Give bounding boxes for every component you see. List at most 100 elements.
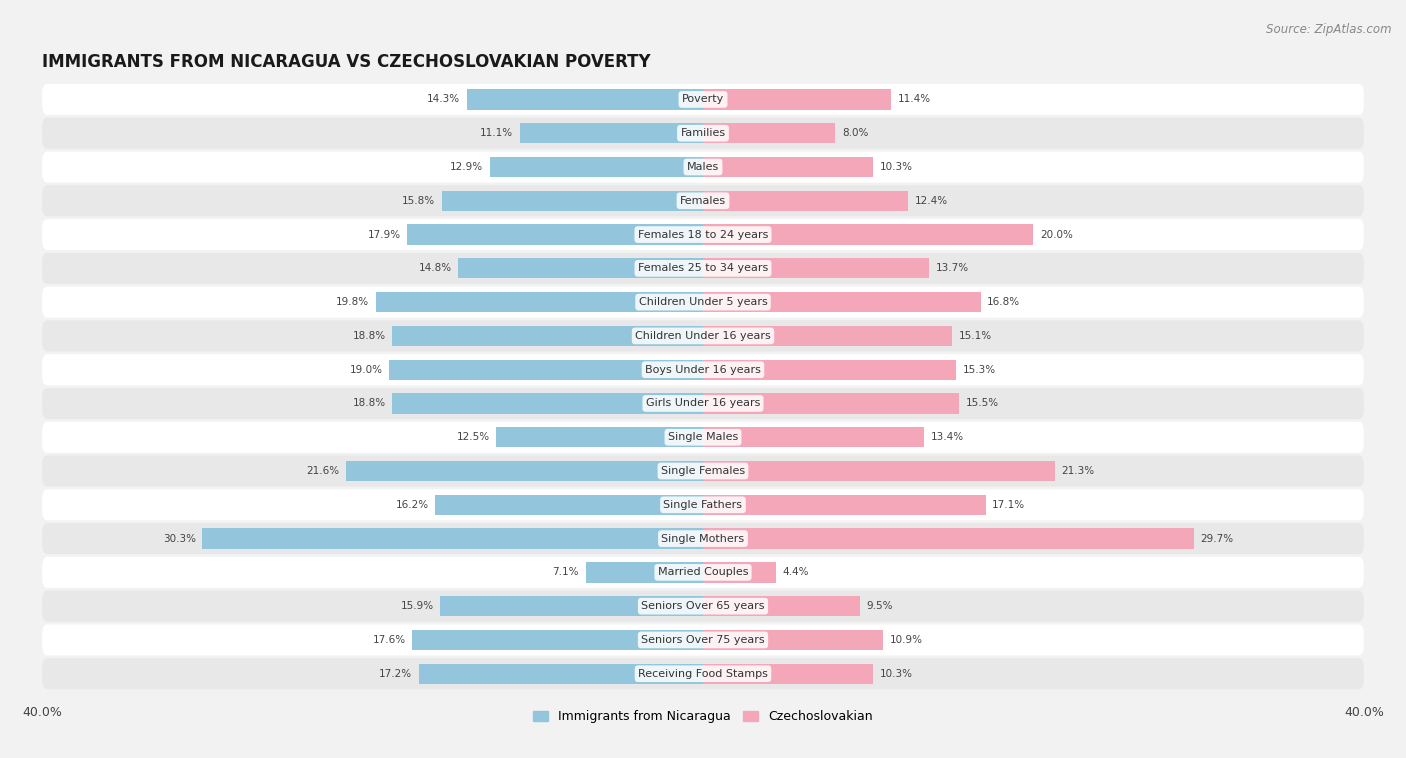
Text: 12.9%: 12.9% [450,162,484,172]
Bar [375,292,703,312]
Bar [419,663,703,684]
Text: Seniors Over 65 years: Seniors Over 65 years [641,601,765,611]
FancyBboxPatch shape [42,658,1364,689]
Bar [703,630,883,650]
FancyBboxPatch shape [42,185,1364,216]
Text: 15.5%: 15.5% [966,399,998,409]
Text: Source: ZipAtlas.com: Source: ZipAtlas.com [1267,23,1392,36]
Text: 18.8%: 18.8% [353,331,385,341]
Text: 14.8%: 14.8% [419,263,451,274]
FancyBboxPatch shape [42,388,1364,419]
Text: 20.0%: 20.0% [1040,230,1073,240]
Bar [703,393,959,414]
Text: 15.3%: 15.3% [962,365,995,374]
Text: IMMIGRANTS FROM NICARAGUA VS CZECHOSLOVAKIAN POVERTY: IMMIGRANTS FROM NICARAGUA VS CZECHOSLOVA… [42,53,651,70]
Bar [703,596,860,616]
Text: 16.2%: 16.2% [395,500,429,510]
Bar [703,427,924,447]
Text: 13.7%: 13.7% [936,263,969,274]
FancyBboxPatch shape [42,84,1364,115]
Text: 15.1%: 15.1% [959,331,993,341]
Bar [703,258,929,278]
Bar [496,427,703,447]
Text: 9.5%: 9.5% [866,601,893,611]
Text: Girls Under 16 years: Girls Under 16 years [645,399,761,409]
Text: 10.9%: 10.9% [890,635,922,645]
Text: 8.0%: 8.0% [842,128,868,138]
Bar [703,224,1033,245]
FancyBboxPatch shape [42,354,1364,385]
Text: 17.6%: 17.6% [373,635,405,645]
Bar [389,359,703,380]
Text: Children Under 16 years: Children Under 16 years [636,331,770,341]
Text: 13.4%: 13.4% [931,432,965,442]
FancyBboxPatch shape [42,219,1364,250]
Text: 14.3%: 14.3% [427,95,460,105]
Bar [458,258,703,278]
FancyBboxPatch shape [42,117,1364,149]
Bar [392,393,703,414]
Bar [703,359,956,380]
Text: 15.8%: 15.8% [402,196,436,205]
Text: Receiving Food Stamps: Receiving Food Stamps [638,669,768,678]
Bar [703,461,1054,481]
Bar [703,191,908,211]
Bar [520,123,703,143]
Text: Married Couples: Married Couples [658,568,748,578]
Text: 7.1%: 7.1% [553,568,579,578]
Text: 10.3%: 10.3% [880,162,912,172]
Text: Single Fathers: Single Fathers [664,500,742,510]
Text: 19.8%: 19.8% [336,297,370,307]
Text: Females 18 to 24 years: Females 18 to 24 years [638,230,768,240]
Text: Children Under 5 years: Children Under 5 years [638,297,768,307]
Text: 17.9%: 17.9% [367,230,401,240]
FancyBboxPatch shape [42,287,1364,318]
Bar [412,630,703,650]
FancyBboxPatch shape [42,523,1364,554]
Text: 16.8%: 16.8% [987,297,1021,307]
Bar [703,157,873,177]
FancyBboxPatch shape [42,625,1364,656]
Text: 17.2%: 17.2% [380,669,412,678]
FancyBboxPatch shape [42,321,1364,352]
Text: 15.9%: 15.9% [401,601,433,611]
Text: Single Mothers: Single Mothers [661,534,745,543]
Text: 4.4%: 4.4% [782,568,808,578]
Text: 10.3%: 10.3% [880,669,912,678]
FancyBboxPatch shape [42,456,1364,487]
Text: Poverty: Poverty [682,95,724,105]
Text: Males: Males [688,162,718,172]
FancyBboxPatch shape [42,489,1364,520]
Text: 29.7%: 29.7% [1201,534,1233,543]
Text: 11.1%: 11.1% [479,128,513,138]
Text: Seniors Over 75 years: Seniors Over 75 years [641,635,765,645]
Bar [703,663,873,684]
Text: 19.0%: 19.0% [350,365,382,374]
Text: 17.1%: 17.1% [993,500,1025,510]
Bar [202,528,703,549]
Bar [703,528,1194,549]
Bar [441,191,703,211]
Bar [346,461,703,481]
Bar [703,89,891,110]
Text: Females 25 to 34 years: Females 25 to 34 years [638,263,768,274]
Text: Families: Families [681,128,725,138]
Bar [586,562,703,582]
FancyBboxPatch shape [42,590,1364,622]
Bar [489,157,703,177]
Bar [440,596,703,616]
Text: 18.8%: 18.8% [353,399,385,409]
Legend: Immigrants from Nicaragua, Czechoslovakian: Immigrants from Nicaragua, Czechoslovaki… [529,706,877,728]
Bar [703,292,980,312]
Text: Boys Under 16 years: Boys Under 16 years [645,365,761,374]
Bar [467,89,703,110]
Text: 21.6%: 21.6% [307,466,339,476]
Text: Single Females: Single Females [661,466,745,476]
Bar [436,495,703,515]
Text: 12.4%: 12.4% [914,196,948,205]
Text: 21.3%: 21.3% [1062,466,1095,476]
Bar [703,562,776,582]
Bar [703,123,835,143]
Text: 11.4%: 11.4% [898,95,931,105]
Text: 12.5%: 12.5% [457,432,489,442]
